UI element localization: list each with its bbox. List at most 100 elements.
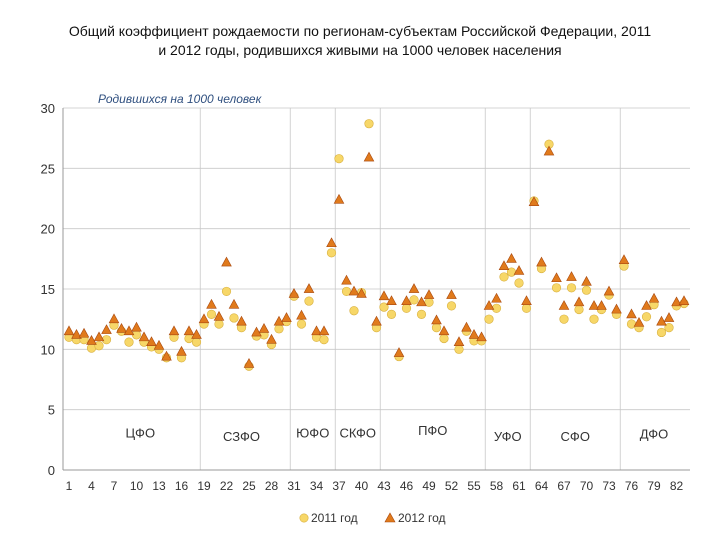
x-tick-label: 19 (197, 479, 211, 493)
point-2011 (416, 309, 427, 319)
point-2012 (551, 272, 562, 283)
point-2012 (273, 315, 285, 326)
point-2012 (401, 295, 412, 305)
x-tick-label: 64 (535, 479, 549, 493)
point-2012 (333, 193, 345, 204)
group-labels: ЦФО СЗФО ЮФО СКФО ПФО УФО СФО ДФО (125, 423, 668, 444)
point-2012 (648, 292, 660, 303)
point-2012 (281, 312, 292, 322)
chart-title-line-2: и 2012 годы, родившихся живыми на 1000 ч… (158, 42, 562, 58)
point-2011 (521, 303, 532, 313)
point-2011 (439, 333, 449, 344)
grid-layer (63, 107, 690, 411)
point-2012 (71, 329, 82, 339)
point-2012 (618, 254, 630, 264)
point-2012 (558, 300, 570, 310)
group-label: УФО (494, 429, 522, 444)
point-2011 (124, 337, 134, 347)
point-2012 (641, 300, 652, 310)
point-2012 (251, 326, 262, 337)
point-2011 (401, 303, 412, 313)
point-2012 (243, 357, 255, 368)
x-tick-label: 7 (111, 479, 118, 493)
point-2011 (484, 314, 494, 324)
x-tick-label: 4 (88, 479, 95, 493)
point-2012 (183, 325, 195, 336)
point-2011 (379, 302, 389, 312)
point-2012 (581, 275, 592, 286)
x-tick-label: 10 (130, 479, 144, 493)
point-2011 (656, 327, 667, 338)
y-tick-label: 30 (41, 101, 55, 116)
point-2012 (266, 333, 277, 344)
point-2012 (393, 347, 405, 357)
point-2012 (506, 253, 517, 263)
point-2012 (663, 312, 675, 322)
point-2012 (363, 151, 375, 162)
y-tick-label: 15 (41, 282, 55, 297)
point-2011 (641, 312, 652, 322)
x-tick-label: 13 (152, 479, 166, 493)
y-tick-label: 0 (48, 463, 55, 478)
point-2012 (378, 290, 390, 301)
y-tick-label: 25 (41, 161, 55, 176)
point-2012 (678, 295, 690, 305)
x-tick-label: 43 (377, 479, 391, 493)
point-2012 (588, 300, 600, 310)
point-2012 (78, 327, 90, 338)
point-2012 (528, 196, 540, 207)
point-2012 (206, 298, 217, 309)
point-2012 (153, 339, 165, 350)
group-label: СКФО (339, 425, 376, 440)
point-2011 (454, 344, 464, 354)
point-2012 (573, 296, 585, 307)
point-2012 (228, 298, 240, 309)
point-2012 (431, 314, 442, 325)
point-2012 (611, 303, 622, 314)
x-tick-label: 46 (400, 479, 414, 493)
point-2012 (123, 325, 135, 336)
point-2012 (311, 325, 322, 336)
series-2011 (64, 119, 689, 371)
point-2011 (581, 285, 592, 295)
x-tick-label: 16 (175, 479, 189, 493)
point-2012 (93, 331, 105, 342)
y-tick-label: 5 (48, 403, 55, 418)
x-tick-label: 40 (355, 479, 369, 493)
x-tick-label: 76 (625, 479, 639, 493)
point-2012 (468, 329, 480, 339)
point-2011 (514, 278, 524, 288)
x-tick-label: 82 (670, 479, 684, 493)
point-2011 (566, 283, 577, 293)
point-2011 (191, 337, 202, 347)
point-2012 (168, 325, 180, 336)
point-2011 (319, 335, 329, 345)
point-2011 (386, 309, 397, 319)
point-2012 (438, 325, 450, 336)
series-2012 (63, 145, 690, 368)
point-2012 (671, 296, 682, 307)
point-2011 (214, 319, 224, 329)
group-label: ПФО (418, 423, 447, 438)
point-2012 (63, 325, 75, 336)
point-2012 (341, 274, 352, 285)
x-tick-label: 49 (422, 479, 436, 493)
point-2012 (513, 265, 525, 275)
point-2012 (656, 315, 667, 326)
point-2012 (236, 315, 247, 326)
point-2011 (551, 283, 562, 293)
legend-2012-marker (384, 512, 396, 523)
x-tick-label: 73 (602, 479, 616, 493)
point-2012 (146, 336, 157, 346)
legend-2012-label: 2012 год (398, 511, 446, 525)
point-2011 (589, 314, 599, 324)
point-2012 (176, 345, 187, 356)
axes: 0 5 10 15 20 25 30 1 4 7 10 13 16 19 22 25 28 31 34 37 40 43 4… (41, 101, 690, 493)
x-tick-label: 22 (220, 479, 234, 493)
point-2012 (603, 285, 615, 296)
point-2012 (221, 256, 232, 267)
legend-2011-marker (299, 513, 309, 523)
point-2012 (521, 295, 532, 305)
chart-title-line-1: Общий коэффициент рождаемости по региона… (68, 23, 652, 39)
